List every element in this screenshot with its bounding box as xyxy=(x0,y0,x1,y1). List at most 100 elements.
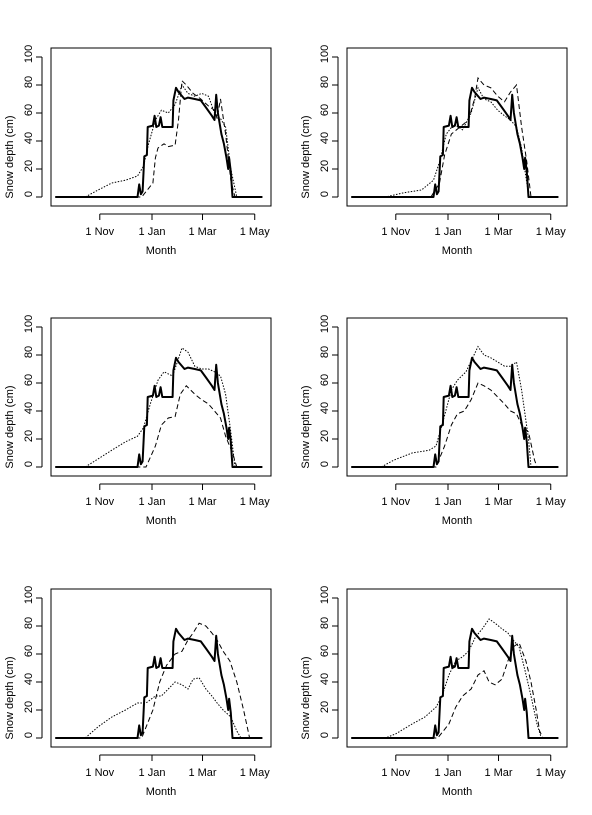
series-line-dashed xyxy=(55,79,263,198)
chart-panel-5: 0 20 40 60 80 100 1 Nov 1 Jan 1 Mar 1 May Month Sno… xyxy=(4,586,272,798)
x-tick-label: 1 Mar xyxy=(484,767,512,779)
x-tick-label: 1 Nov xyxy=(381,767,410,779)
y-tick-label: 60 xyxy=(23,645,35,657)
x-axis-title: Month xyxy=(442,786,473,798)
y-axis-title: Snow depth (cm) xyxy=(300,115,312,198)
y-tick-label: 0 xyxy=(23,732,35,738)
x-tick-label: 1 Jan xyxy=(139,496,166,508)
x-tick-label: 1 Nov xyxy=(381,226,410,238)
x-tick-label: 1 Jan xyxy=(435,496,462,508)
y-tick-label: 40 xyxy=(319,402,331,414)
x-tick-label: 1 Jan xyxy=(435,226,462,238)
y-tick-label: 0 xyxy=(23,461,35,467)
x-tick-label: 1 Mar xyxy=(188,496,216,508)
x-tick-label: 1 Nov xyxy=(381,496,410,508)
series-line-dashed xyxy=(351,382,559,468)
chart-panel-6: 0 20 40 60 80 100 1 Nov 1 Jan 1 Mar 1 May Month Sno… xyxy=(300,586,568,798)
y-tick-label: 100 xyxy=(23,586,35,604)
x-tick-label: 1 Mar xyxy=(484,496,512,508)
y-tick-label: 80 xyxy=(319,617,331,629)
y-tick-label: 0 xyxy=(319,732,331,738)
y-tick-label: 60 xyxy=(319,645,331,657)
y-tick-label: 0 xyxy=(319,191,331,197)
series-line-solid-thick xyxy=(55,356,263,468)
series-line-solid-thick xyxy=(351,627,559,739)
chart-panel-4: 0 20 40 60 80 100 1 Nov 1 Jan 1 Mar 1 May Month Sno… xyxy=(300,315,568,527)
x-tick-label: 1 May xyxy=(536,496,566,508)
chart-panel-1: 0 20 40 60 80 100 1 Nov 1 Jan 1 Mar 1 May Month Sno… xyxy=(4,45,272,257)
series-line-solid-thick xyxy=(351,356,559,468)
y-tick-label: 40 xyxy=(319,132,331,144)
y-tick-label: 100 xyxy=(319,45,331,63)
x-tick-label: 1 Mar xyxy=(188,226,216,238)
y-axis-title: Snow depth (cm) xyxy=(4,385,16,468)
series-line-dotted xyxy=(351,86,559,198)
x-axis-title: Month xyxy=(146,515,177,527)
series-line-dotted xyxy=(55,347,263,468)
x-tick-label: 1 May xyxy=(240,226,270,238)
y-tick-label: 20 xyxy=(23,701,35,713)
y-tick-label: 20 xyxy=(23,160,35,172)
y-tick-label: 0 xyxy=(23,191,35,197)
y-axis-title: Snow depth (cm) xyxy=(4,115,16,198)
x-tick-label: 1 May xyxy=(536,767,566,779)
y-tick-label: 40 xyxy=(23,673,35,685)
x-tick-label: 1 Jan xyxy=(139,226,166,238)
series-line-dotted xyxy=(55,83,263,198)
plot-frame xyxy=(346,47,568,207)
y-tick-label: 80 xyxy=(319,76,331,88)
x-axis-title: Month xyxy=(442,515,473,527)
x-tick-label: 1 Nov xyxy=(85,496,114,508)
y-tick-label: 80 xyxy=(23,617,35,629)
x-tick-label: 1 May xyxy=(536,226,566,238)
y-tick-label: 40 xyxy=(23,132,35,144)
x-tick-label: 1 Mar xyxy=(484,226,512,238)
y-tick-label: 60 xyxy=(23,104,35,116)
y-tick-label: 0 xyxy=(319,461,331,467)
x-tick-label: 1 Nov xyxy=(85,226,114,238)
plot-frame xyxy=(50,47,272,207)
y-tick-label: 80 xyxy=(23,346,35,358)
plot-frame xyxy=(346,317,568,477)
y-tick-label: 40 xyxy=(23,402,35,414)
chart-panel-3: 0 20 40 60 80 100 1 Nov 1 Jan 1 Mar 1 May Month Sno… xyxy=(4,315,272,527)
x-axis-title: Month xyxy=(146,786,177,798)
y-tick-label: 100 xyxy=(319,586,331,604)
x-tick-label: 1 May xyxy=(240,496,270,508)
x-tick-label: 1 Nov xyxy=(85,767,114,779)
y-axis-title: Snow depth (cm) xyxy=(300,656,312,739)
x-axis-title: Month xyxy=(146,245,177,257)
y-tick-label: 60 xyxy=(23,374,35,386)
y-tick-label: 100 xyxy=(23,315,35,333)
plot-frame xyxy=(346,588,568,748)
series-line-dashed xyxy=(351,76,559,198)
y-axis-title: Snow depth (cm) xyxy=(4,656,16,739)
series-line-solid-thick xyxy=(351,86,559,198)
y-tick-label: 20 xyxy=(319,430,331,442)
series-line-dashed xyxy=(55,385,263,468)
series-line-dashed xyxy=(55,622,263,739)
y-tick-label: 20 xyxy=(319,160,331,172)
chart-panel-2: 0 20 40 60 80 100 1 Nov 1 Jan 1 Mar 1 May Month Sno… xyxy=(300,45,568,257)
x-axis-title: Month xyxy=(442,245,473,257)
series-line-dotted xyxy=(351,345,559,468)
y-tick-label: 80 xyxy=(319,346,331,358)
x-tick-label: 1 Jan xyxy=(435,767,462,779)
y-tick-label: 80 xyxy=(23,76,35,88)
x-tick-label: 1 Jan xyxy=(139,767,166,779)
y-tick-label: 60 xyxy=(319,374,331,386)
series-line-solid-thick xyxy=(55,627,263,739)
series-line-dotted xyxy=(351,618,559,739)
y-tick-label: 60 xyxy=(319,104,331,116)
series-line-dashed xyxy=(351,642,559,739)
x-tick-label: 1 May xyxy=(240,767,270,779)
x-tick-label: 1 Mar xyxy=(188,767,216,779)
y-tick-label: 20 xyxy=(319,701,331,713)
plot-frame xyxy=(50,317,272,477)
y-axis-title: Snow depth (cm) xyxy=(300,385,312,468)
y-tick-label: 20 xyxy=(23,430,35,442)
y-tick-label: 40 xyxy=(319,673,331,685)
plot-frame xyxy=(50,588,272,748)
